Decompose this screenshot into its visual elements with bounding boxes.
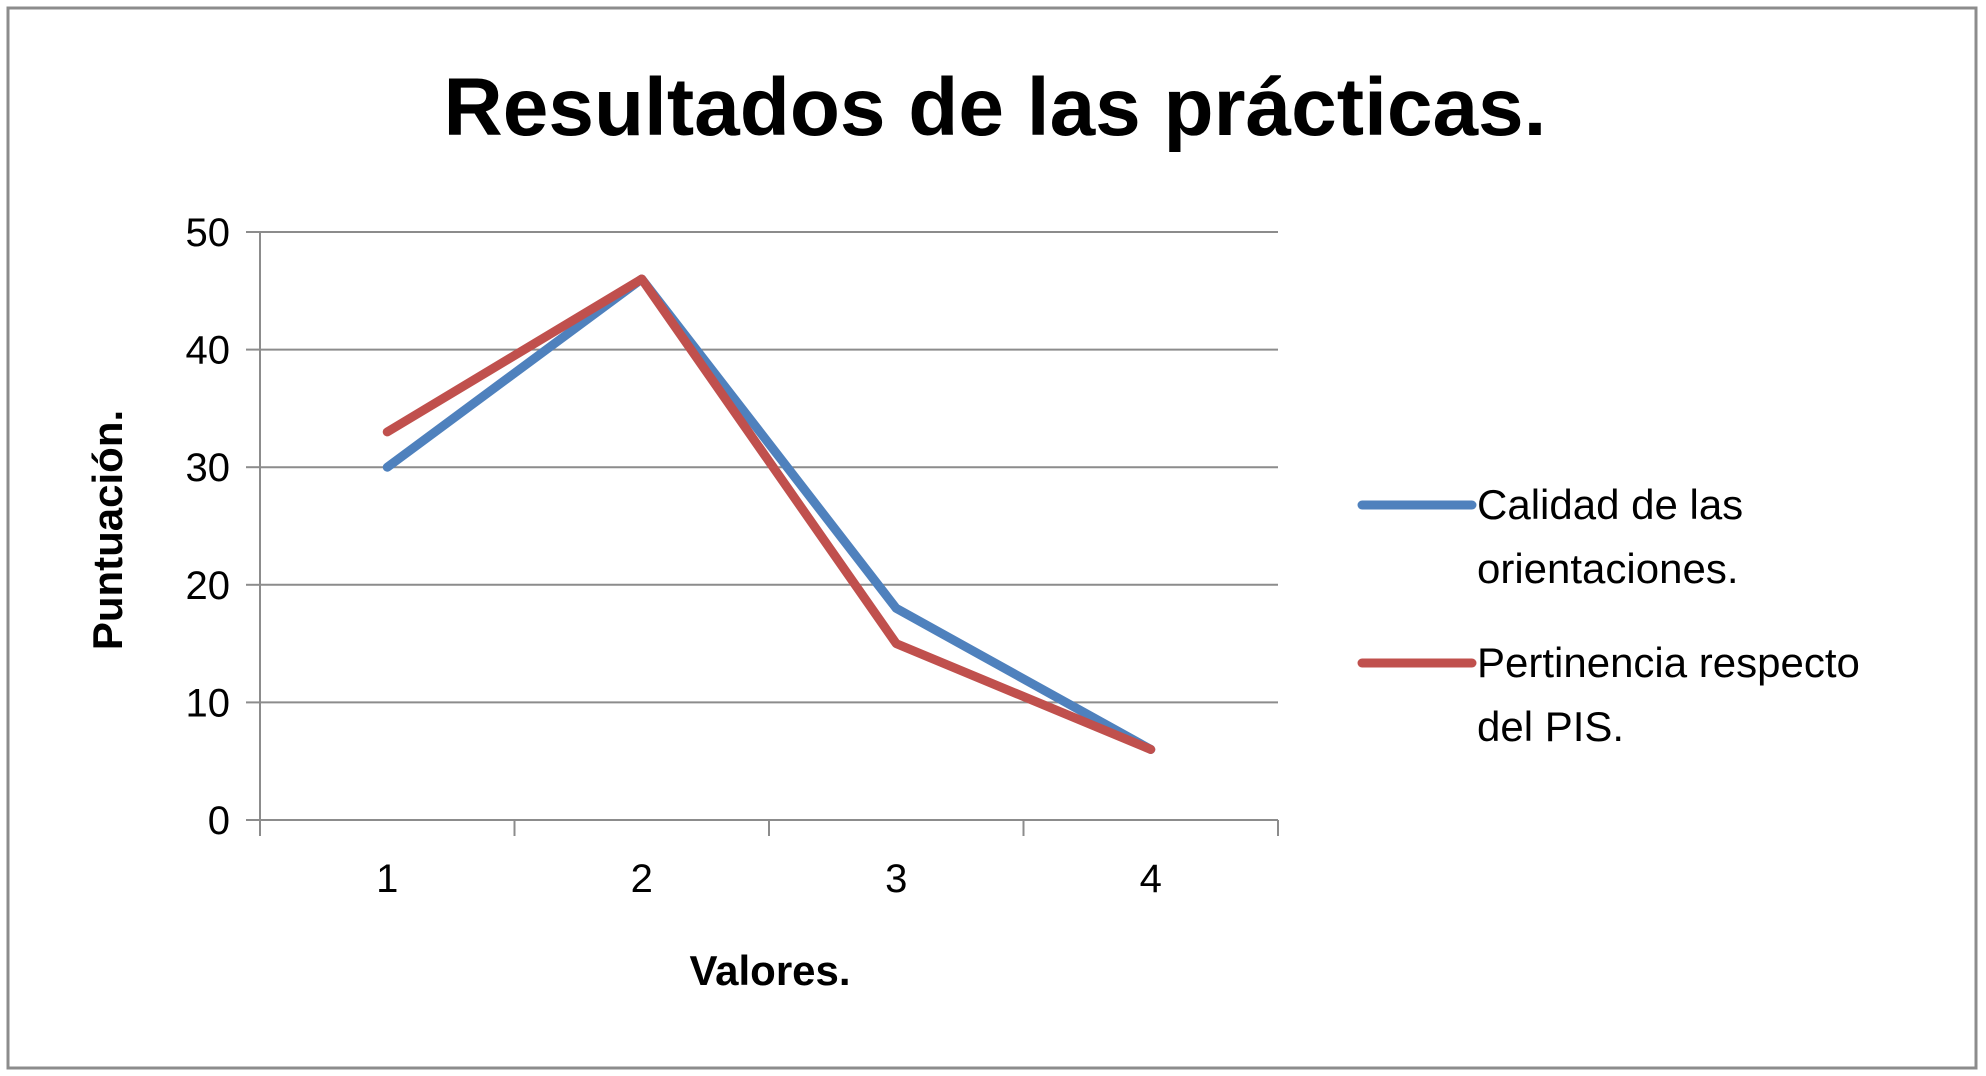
y-tick-labels: 0 10 20 30 40 50 — [186, 211, 231, 843]
y-tick-label: 50 — [186, 211, 231, 255]
legend-label-1: Calidad de las orientaciones. — [1477, 481, 1743, 592]
legend: Calidad de las orientaciones. Pertinencia … — [1357, 481, 1860, 750]
series-line-1 — [382, 274, 1156, 754]
x-tick-label: 4 — [1140, 857, 1162, 901]
x-tick-label: 2 — [631, 857, 653, 901]
chart-title: Resultados de las prácticas. — [444, 62, 1547, 153]
y-axis-label: Puntuación. — [84, 410, 131, 650]
x-tick-label: 1 — [376, 857, 398, 901]
y-tick-label: 40 — [186, 329, 231, 373]
axes — [246, 231, 1279, 836]
series-lines — [382, 274, 1156, 754]
series-line-2 — [382, 274, 1156, 754]
chart-border — [6, 6, 1978, 1070]
y-tick-label: 10 — [186, 681, 231, 725]
y-tick-label: 0 — [208, 799, 230, 843]
x-tick-label: 3 — [885, 857, 907, 901]
x-axis-label: Valores. — [689, 947, 850, 994]
y-tick-label: 20 — [186, 564, 231, 608]
x-tick-labels: 1 2 3 4 — [376, 857, 1162, 901]
y-tick-label: 30 — [186, 446, 231, 490]
legend-label-2: Pertinencia respecto del PIS. — [1477, 639, 1860, 750]
